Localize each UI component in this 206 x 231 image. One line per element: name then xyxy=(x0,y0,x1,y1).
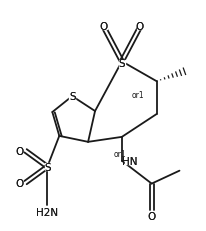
Text: O: O xyxy=(15,178,24,188)
Text: S: S xyxy=(44,162,51,172)
Text: H2N: H2N xyxy=(36,207,59,217)
Text: S: S xyxy=(69,92,76,102)
Text: or1: or1 xyxy=(131,90,144,99)
Bar xyxy=(119,61,125,67)
Text: HN: HN xyxy=(122,156,138,166)
Text: S: S xyxy=(119,59,125,69)
Text: S: S xyxy=(69,92,76,102)
Bar xyxy=(137,23,143,30)
Text: O: O xyxy=(15,146,24,156)
Text: or1: or1 xyxy=(114,150,126,158)
Text: S: S xyxy=(119,59,125,69)
Text: O: O xyxy=(100,21,108,31)
Bar xyxy=(17,179,22,186)
Bar xyxy=(17,148,22,155)
Bar xyxy=(101,23,107,30)
Bar xyxy=(69,93,75,100)
Text: O: O xyxy=(100,21,108,31)
Text: H2N: H2N xyxy=(36,207,59,217)
Bar xyxy=(45,164,50,170)
Bar xyxy=(40,209,55,216)
Text: O: O xyxy=(136,21,144,31)
Text: O: O xyxy=(15,146,24,156)
Text: O: O xyxy=(136,21,144,31)
Text: O: O xyxy=(147,211,156,222)
Text: S: S xyxy=(44,162,51,172)
Bar xyxy=(125,158,135,164)
Text: O: O xyxy=(15,178,24,188)
Text: O: O xyxy=(147,211,156,222)
Bar xyxy=(149,213,154,220)
Text: HN: HN xyxy=(122,156,138,166)
